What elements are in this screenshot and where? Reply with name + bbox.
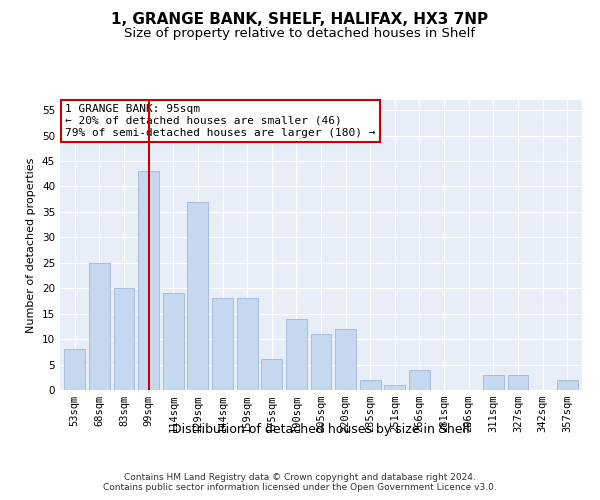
Bar bbox=[360, 380, 381, 390]
Bar bbox=[483, 374, 504, 390]
Bar bbox=[335, 329, 356, 390]
Bar bbox=[557, 380, 578, 390]
Bar bbox=[212, 298, 233, 390]
Text: Size of property relative to detached houses in Shelf: Size of property relative to detached ho… bbox=[124, 28, 476, 40]
Bar bbox=[286, 319, 307, 390]
Bar bbox=[409, 370, 430, 390]
Bar bbox=[163, 294, 184, 390]
Y-axis label: Number of detached properties: Number of detached properties bbox=[26, 158, 37, 332]
Text: Distribution of detached houses by size in Shelf: Distribution of detached houses by size … bbox=[172, 422, 470, 436]
Text: Contains HM Land Registry data © Crown copyright and database right 2024.: Contains HM Land Registry data © Crown c… bbox=[124, 472, 476, 482]
Bar bbox=[385, 385, 406, 390]
Bar bbox=[261, 360, 282, 390]
Text: 1, GRANGE BANK, SHELF, HALIFAX, HX3 7NP: 1, GRANGE BANK, SHELF, HALIFAX, HX3 7NP bbox=[112, 12, 488, 28]
Bar bbox=[311, 334, 331, 390]
Bar bbox=[508, 374, 529, 390]
Bar bbox=[64, 350, 85, 390]
Bar bbox=[187, 202, 208, 390]
Text: Contains public sector information licensed under the Open Government Licence v3: Contains public sector information licen… bbox=[103, 484, 497, 492]
Bar bbox=[236, 298, 257, 390]
Bar bbox=[138, 171, 159, 390]
Bar bbox=[113, 288, 134, 390]
Bar bbox=[89, 263, 110, 390]
Text: 1 GRANGE BANK: 95sqm
← 20% of detached houses are smaller (46)
79% of semi-detac: 1 GRANGE BANK: 95sqm ← 20% of detached h… bbox=[65, 104, 376, 138]
